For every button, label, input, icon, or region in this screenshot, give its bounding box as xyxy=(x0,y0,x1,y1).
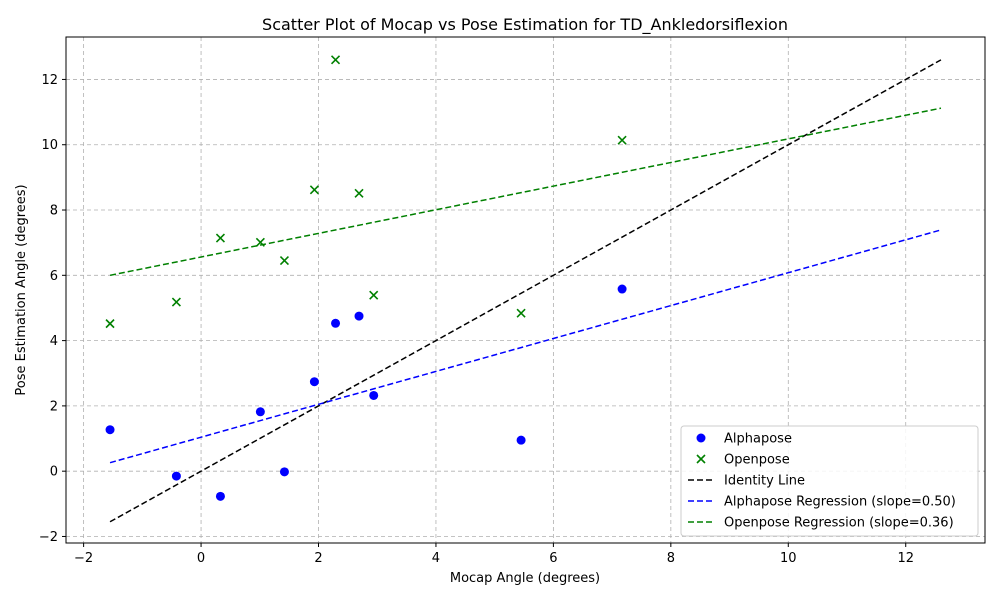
alphapose-point xyxy=(354,311,364,321)
x-axis-label: Mocap Angle (degrees) xyxy=(450,571,600,586)
y-axis-label: Pose Estimation Angle (degrees) xyxy=(14,184,29,395)
y-tick-label: 10 xyxy=(41,138,58,153)
legend-marker xyxy=(696,433,706,443)
openpose-point xyxy=(309,185,319,195)
legend-label: Openpose xyxy=(724,453,790,468)
legend-label: Identity Line xyxy=(724,474,805,489)
alphapose-point xyxy=(516,435,526,445)
alphapose-point xyxy=(331,318,341,328)
y-tick-label: 8 xyxy=(50,204,58,219)
x-tick-label: 2 xyxy=(314,551,322,566)
alphapose-point xyxy=(171,471,181,481)
openpose-point xyxy=(330,55,341,65)
alphapose-point xyxy=(105,425,115,435)
openpose-point xyxy=(354,188,364,198)
legend-label: Alphapose Regression (slope=0.50) xyxy=(724,495,956,510)
x-tick-label: 0 xyxy=(197,551,205,566)
y-tick-label: 2 xyxy=(50,399,58,414)
openpose-point xyxy=(171,297,181,307)
openpose-point xyxy=(516,308,526,318)
alphapose-point xyxy=(617,284,627,294)
line-series xyxy=(109,59,942,523)
alphapose-point xyxy=(279,467,289,477)
alphapose-point xyxy=(255,407,265,417)
identity-line-line xyxy=(109,59,942,523)
openpose-point xyxy=(255,237,265,247)
x-tick-label: 4 xyxy=(432,551,440,566)
x-tick-label: 6 xyxy=(549,551,557,566)
y-tick-label: 0 xyxy=(50,465,58,480)
openpose-point xyxy=(617,135,627,145)
y-tick-label: 6 xyxy=(50,269,58,284)
alphapose-point xyxy=(309,377,319,387)
openpose-point xyxy=(105,319,115,329)
y-axis-ticks: −2 0 2 4 6 8 10 12 xyxy=(39,73,66,545)
y-tick-label: 12 xyxy=(41,73,58,88)
legend-box xyxy=(680,425,979,537)
x-tick-label: 8 xyxy=(667,551,675,566)
y-tick-label: −2 xyxy=(39,530,58,545)
legend-label: Openpose Regression (slope=0.36) xyxy=(724,516,954,531)
alphapose-point xyxy=(215,491,225,501)
openpose-regression-slope-0-36-line xyxy=(109,107,942,277)
openpose-point xyxy=(215,233,226,243)
x-tick-label: 12 xyxy=(897,551,914,566)
legend-label: Alphapose xyxy=(724,432,792,447)
alphapose-point xyxy=(369,390,379,400)
x-axis-ticks: −2 0 2 4 6 8 10 12 xyxy=(74,543,914,566)
x-tick-label: −2 xyxy=(74,551,93,566)
legend-marker xyxy=(696,454,706,464)
openpose-point xyxy=(279,256,290,266)
openpose-point xyxy=(369,290,379,300)
y-tick-label: 4 xyxy=(50,334,58,349)
x-tick-label: 10 xyxy=(780,551,797,566)
legend: Alphapose Openpose Identity Line Alphapose … xyxy=(680,425,979,537)
plot-frame xyxy=(65,36,986,544)
chart-title: Scatter Plot of Mocap vs Pose Estimation… xyxy=(262,15,788,35)
scatter-series xyxy=(105,55,627,501)
